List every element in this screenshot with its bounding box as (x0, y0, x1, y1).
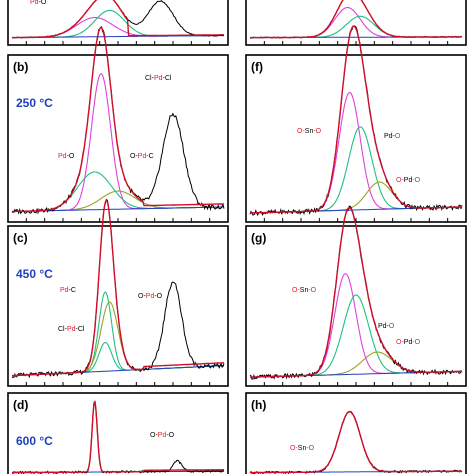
panel-letter: (d) (13, 398, 28, 412)
bond-label-part: -O (39, 0, 47, 6)
panel-f: (f)O-Sn-OPd-OO-Pd-O (245, 25, 467, 223)
panel-letter: (b) (13, 60, 28, 74)
bond-label: O-Pd-O (396, 177, 421, 184)
fit-envelope-curve (12, 0, 224, 39)
bond-label-part: -Cl (163, 75, 172, 82)
bond-label: Pd-O (378, 323, 395, 330)
panel-g: (g)O-Sn-OPd-OO-Pd-O (245, 205, 467, 387)
bond-label: Pd-O (384, 133, 401, 140)
bond-label: Pd-C (60, 287, 76, 294)
fit-component-2 (250, 294, 462, 378)
bond-label: O-Sn-O (297, 128, 322, 135)
bond-label-part: O- (130, 153, 138, 160)
bond-label-part: -O (67, 153, 75, 160)
bond-label-part: O- (292, 287, 300, 294)
panel-c: (c)450 °CPd-CO-Pd-OCl-Pd-Cl (7, 198, 229, 387)
temperature-label: 450 °C (16, 267, 53, 281)
fit-envelope-curve (11, 26, 224, 213)
bond-label-part: Pd (154, 75, 163, 82)
bond-label-part: -O (313, 128, 321, 135)
panel-frame (7, 392, 229, 474)
panel-letter: (g) (251, 231, 266, 245)
bond-label-part: Pd- (378, 323, 390, 330)
fit-envelope-curve (250, 206, 462, 378)
panel-frame (245, 392, 467, 474)
bond-label: O-Sn-O (292, 287, 317, 294)
bond-label-part: -Cl (76, 326, 85, 333)
bond-label: O-Pd-O (396, 339, 421, 346)
bond-label-part: -C (146, 153, 153, 160)
fit-envelope-curve (250, 0, 462, 39)
bond-label: Cl-Pd-Cl (145, 75, 172, 82)
bond-label-part: -O (166, 432, 174, 439)
bond-label-part: O (389, 323, 395, 330)
panel-letter: (f) (251, 60, 263, 74)
panel-frame (245, 54, 467, 223)
bond-label-part: O- (396, 339, 404, 346)
experimental-curve (249, 0, 463, 39)
bond-label-part: Pd (158, 432, 167, 439)
panel-a: Pd-O (7, 0, 229, 46)
fit-component-1 (11, 291, 224, 377)
bond-label: O-Pd-C (130, 153, 154, 160)
fit-component-1 (250, 6, 462, 39)
bond-label-part: Sn (298, 445, 307, 452)
bond-label-part: Pd (404, 177, 413, 184)
bond-label-part: O- (290, 445, 298, 452)
bond-label-part: Pd (67, 326, 76, 333)
fit-component-1 (250, 91, 463, 214)
panel-h: (h) O-Sn-O (245, 392, 467, 474)
temperature-label: 250 °C (16, 96, 53, 110)
bond-label-part: O- (297, 128, 305, 135)
bond-label: O-Sn-O (290, 445, 315, 452)
bond-label-part: Cl- (145, 75, 155, 82)
bond-label-part: O- (150, 432, 158, 439)
bond-label: Cl-Pd-Cl (58, 326, 85, 333)
temperature-label: 600 °C (16, 434, 53, 448)
panel-frame (7, 54, 229, 223)
fit-envelope-curve (11, 199, 225, 377)
bond-label-part: O (395, 133, 401, 140)
panel-letter: (c) (13, 231, 28, 245)
fit-component-3 (250, 351, 462, 378)
fit-envelope-curve (12, 400, 224, 474)
bond-label: O-Pd-O (150, 432, 175, 439)
fit-component-2 (12, 9, 224, 39)
bond-label-part: -O (308, 287, 316, 294)
bond-label-part: Pd- (384, 133, 396, 140)
bond-label-part: -C (69, 287, 76, 294)
bond-label-part: -O (306, 445, 314, 452)
panel-letter: (h) (251, 398, 266, 412)
bond-label-part: Pd (146, 293, 155, 300)
fit-envelope-curve (250, 25, 463, 214)
bond-label-part: Pd (404, 339, 413, 346)
fit-envelope-curve (250, 410, 462, 474)
panel-e (245, 0, 467, 46)
bond-label-part: Pd (58, 153, 67, 160)
bond-label: Pd-O (30, 0, 47, 6)
panel-d: (d) 600 °C O-Pd-O (7, 392, 229, 474)
bond-label-part: Pd (138, 153, 147, 160)
fit-component-2 (11, 171, 225, 213)
bond-label-part: -O (412, 177, 420, 184)
bond-label-part: -O (412, 339, 420, 346)
bond-label-part: Sn (305, 128, 314, 135)
panel-frame (245, 225, 467, 387)
bond-label: Pd-O (58, 153, 75, 160)
bond-label-part: Cl- (58, 326, 68, 333)
bond-label-part: O- (138, 293, 146, 300)
fit-component-2 (250, 126, 463, 214)
bond-label-part: Pd (30, 0, 39, 6)
fit-component-1 (250, 273, 462, 378)
bond-label-part: O- (396, 177, 404, 184)
bond-label-part: Pd (60, 287, 69, 294)
bond-label-part: -O (154, 293, 162, 300)
experimental-curve (249, 205, 463, 380)
bond-label-part: Sn (300, 287, 309, 294)
bond-label: O-Pd-O (138, 293, 163, 300)
